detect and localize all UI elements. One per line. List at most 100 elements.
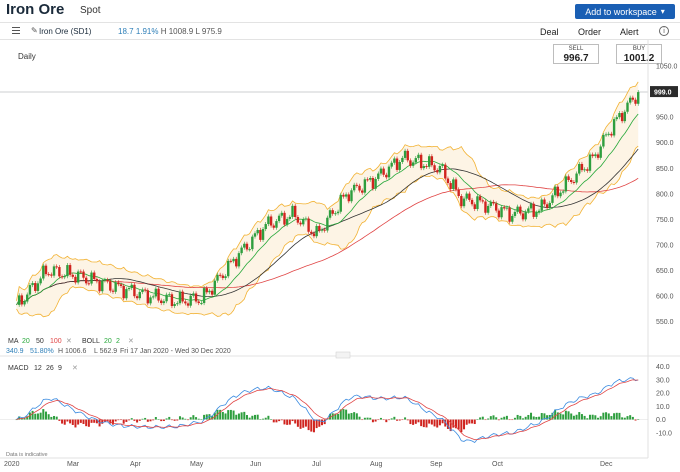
macd-histogram-bar (243, 411, 246, 420)
pencil-icon[interactable]: ✎ (31, 26, 38, 35)
macd-histogram-bar (39, 412, 42, 420)
macd-histogram-bar (583, 415, 586, 420)
x-tick-label: Jun (250, 461, 261, 468)
macd-histogram-bar (187, 419, 190, 421)
candle-body (350, 190, 353, 202)
candle-body (66, 265, 69, 277)
macd-histogram-bar (366, 417, 369, 420)
candle-body (446, 178, 450, 184)
candle-body (374, 178, 377, 189)
candle-body (481, 200, 484, 202)
candle-body (184, 301, 187, 304)
candle-body (272, 225, 275, 228)
macd-histogram-bar (20, 418, 23, 420)
candle-body (283, 212, 286, 225)
macd-histogram-bar (128, 419, 131, 421)
macd-histogram-bar (425, 419, 428, 428)
macd-histogram-bar (219, 409, 222, 420)
candle-body (288, 216, 292, 219)
candle-body (26, 294, 29, 302)
macd-histogram-bar (540, 413, 543, 420)
menu-icon[interactable] (12, 27, 20, 35)
candle-body (141, 289, 144, 293)
macd-histogram-bar (235, 414, 238, 420)
macd-histogram-bar (438, 419, 441, 426)
candle-body (425, 166, 428, 168)
candle-body (417, 154, 420, 159)
macd-histogram-bar (205, 414, 208, 420)
buy-quote-button[interactable]: BUY 1001.2 (616, 44, 662, 64)
macd-histogram-bar (286, 419, 289, 425)
candle-body (154, 288, 158, 297)
candle-body (178, 291, 182, 304)
candle-body (307, 218, 310, 232)
macd-histogram-bar (626, 416, 629, 420)
candle-body (240, 247, 243, 254)
order-button[interactable]: Order (578, 27, 602, 37)
candle-body (176, 303, 179, 305)
candle-body (422, 166, 426, 169)
candle-body (119, 284, 123, 286)
stats-line-text: 340.9 (6, 348, 24, 355)
macd-histogram-bar (422, 419, 425, 428)
macd-histogram-bar (291, 419, 294, 422)
macd-histogram-bar (371, 419, 374, 423)
candle-body (596, 154, 600, 158)
macd-histogram-bar (87, 419, 90, 427)
sell-quote-button[interactable]: SELL 996.7 (553, 44, 599, 64)
macd-histogram-bar (401, 419, 404, 421)
instrument-name[interactable]: Iron Ore (SD1) (39, 27, 92, 36)
candle-body (478, 196, 482, 201)
candle-body (251, 236, 254, 250)
macd-line (16, 377, 639, 444)
add-to-workspace-label: Add to workspace (585, 6, 657, 17)
candle-body (44, 265, 48, 275)
macd-histogram-bar (229, 409, 232, 420)
day-high: H 1008.9 (160, 27, 194, 36)
macd-histogram-bar (532, 416, 535, 420)
candle-body (58, 267, 61, 277)
candle-body (358, 185, 361, 191)
alert-button[interactable]: Alert (620, 27, 639, 37)
candle-body (500, 207, 503, 218)
macd-histogram-bar (433, 419, 436, 427)
candle-body (511, 215, 514, 222)
candle-body (218, 274, 222, 276)
ma-legend-period: 50 (36, 338, 44, 345)
tab-spot[interactable]: Spot (80, 5, 101, 16)
macd-histogram-bar (519, 415, 522, 420)
candle-body (521, 213, 525, 220)
interval-label[interactable]: Daily (18, 52, 36, 61)
add-to-workspace-button[interactable]: Add to workspace ▾ (575, 4, 675, 19)
macd-histogram-bar (42, 409, 45, 420)
candle-body (320, 229, 324, 231)
macd-histogram-bar (452, 419, 455, 428)
candle-body (618, 113, 621, 118)
candle-body (87, 283, 91, 285)
macd-histogram-bar (521, 418, 524, 420)
macd-histogram-bar (34, 413, 37, 420)
candle-body (519, 206, 522, 214)
candle-body (462, 198, 466, 207)
boll-legend-label: BOLL (82, 338, 100, 345)
macd-histogram-bar (449, 419, 452, 432)
macd-histogram-bar (465, 419, 468, 425)
macd-histogram-bar (396, 419, 399, 421)
macd-histogram-bar (363, 417, 366, 420)
macd-histogram-bar (551, 412, 554, 420)
price-tick-label: 600.0 (656, 294, 674, 301)
candle-body (68, 265, 72, 275)
candle-body (194, 293, 198, 302)
data-indicative-note: Data is indicative (6, 452, 48, 458)
macd-histogram-bar (361, 419, 364, 421)
candle-body (494, 203, 498, 211)
macd-histogram-bar (398, 419, 401, 421)
x-tick-label: Sep (430, 461, 443, 468)
macd-histogram-bar (337, 414, 340, 420)
deal-button[interactable]: Deal (540, 27, 559, 37)
macd-histogram-bar (575, 414, 578, 420)
info-icon[interactable]: i (659, 26, 669, 36)
last-price-label: 999.0 (654, 90, 672, 97)
macd-histogram-bar (570, 413, 573, 420)
